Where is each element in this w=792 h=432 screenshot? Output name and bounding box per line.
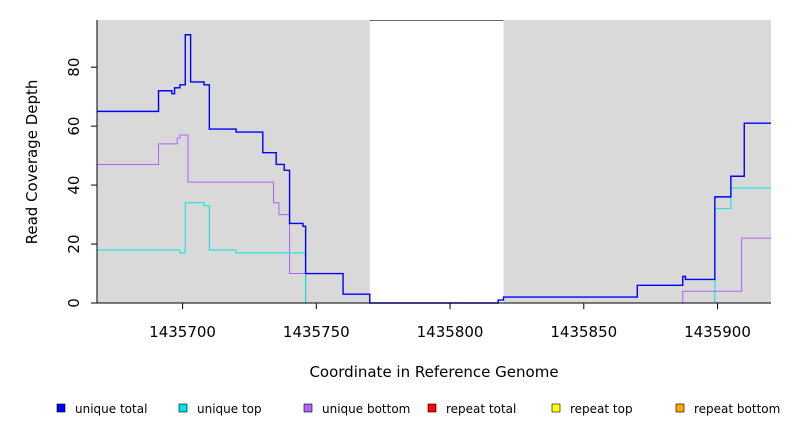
legend: unique total unique top unique bottom repea… [56, 402, 780, 416]
y-tick-label: 20 [65, 234, 83, 253]
plot-area [97, 20, 771, 304]
legend-swatch [427, 403, 437, 413]
axes: 0 20 40 60 80 1435700 1435750 1435800 1435850 143… [65, 20, 771, 341]
highlight-region [369, 20, 504, 303]
x-tick-label: 1435850 [550, 323, 617, 341]
x-tick-label: 1435800 [417, 323, 484, 341]
legend-swatch [178, 403, 188, 413]
x-tick-label: 1435900 [684, 323, 751, 341]
legend-swatch [551, 403, 561, 413]
x-tick-label: 1435750 [283, 323, 350, 341]
x-tick-label: 1435700 [149, 323, 216, 341]
legend-swatch [303, 403, 313, 413]
legend-swatch [675, 403, 685, 413]
series-line-unique-total [97, 34, 771, 304]
series-line-unique-bottom [97, 134, 771, 304]
legend-label: repeat bottom [694, 402, 780, 416]
legend-label: repeat top [570, 402, 633, 416]
legend-label: unique top [197, 402, 262, 416]
y-tick-label: 60 [65, 117, 83, 136]
legend-item: unique top [178, 402, 262, 416]
y-axis-title: Read Coverage Depth [23, 80, 41, 245]
y-tick-label: 40 [65, 176, 83, 195]
x-axis-title: Coordinate in Reference Genome [309, 363, 558, 381]
legend-swatch [56, 403, 66, 413]
legend-item: repeat bottom [675, 402, 780, 416]
legend-item: unique bottom [303, 402, 410, 416]
legend-label: unique bottom [322, 402, 410, 416]
legend-label: repeat total [446, 402, 516, 416]
y-tick-label: 0 [65, 298, 83, 308]
legend-label: unique total [75, 402, 147, 416]
legend-item: repeat top [551, 402, 633, 416]
legend-item: unique total [56, 402, 147, 416]
y-tick-label: 80 [65, 58, 83, 77]
legend-item: repeat total [427, 402, 516, 416]
